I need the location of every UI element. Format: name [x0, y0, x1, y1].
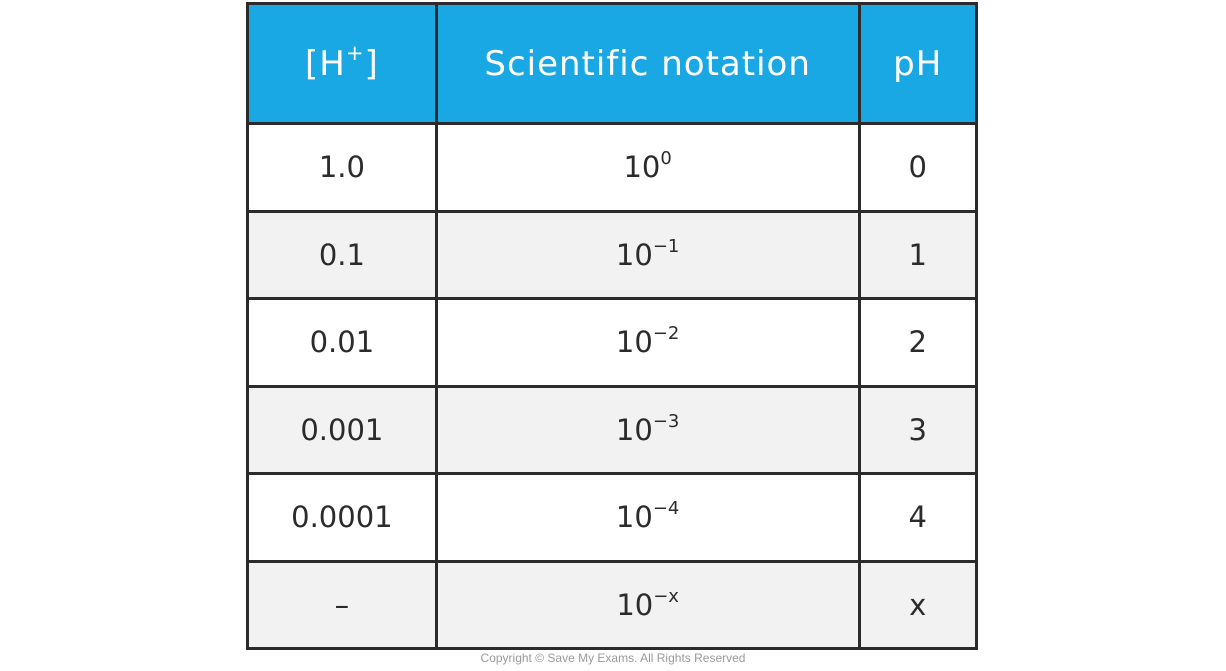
cell-scientific-notation: 10−2 — [434, 297, 861, 388]
cell-scientific-notation: 10−3 — [434, 384, 861, 475]
table-row: 0.01 10−2 2 — [246, 297, 978, 388]
cell-ph: 1 — [857, 209, 978, 300]
cell-ph: 2 — [857, 297, 978, 388]
header-h-concentration: [H+] — [246, 2, 438, 125]
cell-h-concentration: 0.0001 — [246, 472, 438, 563]
table-row: 0.0001 10−4 4 — [246, 472, 978, 563]
ph-table: [H+] Scientific notation pH 1.0 100 0 0.… — [246, 2, 978, 650]
cell-h-concentration: 0.1 — [246, 209, 438, 300]
cell-scientific-notation: 10−x — [434, 559, 861, 650]
header-ph: pH — [857, 2, 978, 125]
cell-h-concentration: 0.001 — [246, 384, 438, 475]
copyright-notice: Copyright © Save My Exams. All Rights Re… — [480, 651, 746, 665]
cell-h-concentration: 0.01 — [246, 297, 438, 388]
header-scientific-notation: Scientific notation — [434, 2, 861, 125]
cell-ph: 3 — [857, 384, 978, 475]
cell-h-concentration: 1.0 — [246, 122, 438, 213]
table-row: 1.0 100 0 — [246, 122, 978, 213]
cell-ph: x — [857, 559, 978, 650]
header-row: [H+] Scientific notation pH — [246, 2, 978, 125]
table-row: – 10−x x — [246, 559, 978, 650]
cell-ph: 4 — [857, 472, 978, 563]
cell-scientific-notation: 10−1 — [434, 209, 861, 300]
cell-ph: 0 — [857, 122, 978, 213]
table-row: 0.001 10−3 3 — [246, 384, 978, 475]
cell-scientific-notation: 100 — [434, 122, 861, 213]
cell-scientific-notation: 10−4 — [434, 472, 861, 563]
cell-h-concentration: – — [246, 559, 438, 650]
table-row: 0.1 10−1 1 — [246, 209, 978, 300]
